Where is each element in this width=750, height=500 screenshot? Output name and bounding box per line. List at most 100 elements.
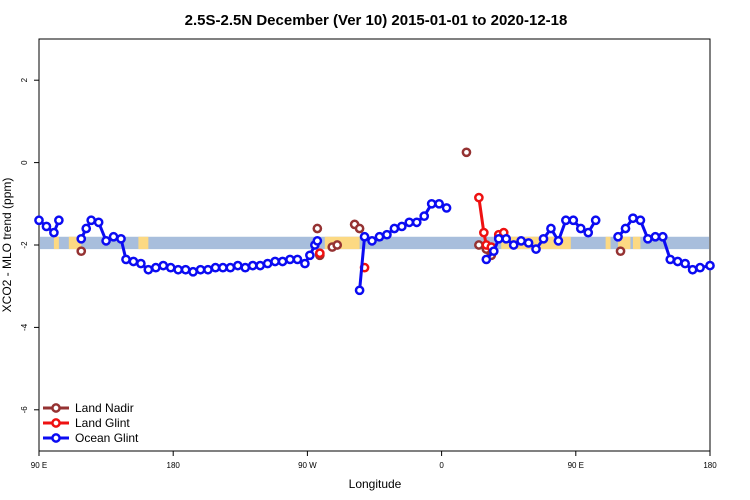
- land-nadir-point-0: [76, 246, 87, 257]
- ocean-glint-point-30: [262, 258, 273, 269]
- ocean-glint-point-63: [561, 215, 571, 226]
- ocean-glint-point-11: [121, 254, 131, 265]
- ocean-glint-point-67: [590, 215, 601, 226]
- ocean-glint-point-52: [481, 254, 492, 265]
- ocean-glint-point-74: [657, 231, 668, 242]
- y-tick-label-4: -6: [20, 406, 29, 414]
- ocean-glint-point-2: [49, 227, 59, 238]
- ocean-glint-point-57: [516, 236, 526, 246]
- ocean-glint-point-78: [687, 264, 698, 275]
- ocean-glint-point-59: [531, 244, 541, 254]
- x-axis-label: Longitude: [349, 477, 402, 491]
- ocean-glint-point-27: [240, 262, 251, 273]
- ocean-glint-point-21: [195, 264, 206, 275]
- ocean-glint-point-62: [553, 236, 564, 246]
- ocean-glint-point-79: [695, 262, 705, 273]
- ocean-glint-point-51: [441, 203, 452, 213]
- legend-label-2: Ocean Glint: [75, 431, 139, 445]
- land-nadir-point-1: [312, 223, 323, 234]
- ocean-glint-point-72: [643, 233, 653, 244]
- ocean-glint-point-29: [255, 260, 266, 271]
- ocean-glint-point-60: [538, 233, 549, 244]
- ocean-glint-point-6: [86, 215, 97, 226]
- x-tick-label-0: 90 E: [31, 461, 47, 470]
- ocean-glint-point-15: [150, 262, 161, 273]
- ocean-glint-point-71: [635, 215, 646, 226]
- ocean-glint-point-55: [501, 233, 512, 244]
- x-tick-label-2: 90 W: [298, 461, 317, 470]
- series-layer: [34, 147, 715, 296]
- ocean-glint-point-77: [680, 258, 690, 269]
- ocean-glint-point-64: [568, 215, 579, 226]
- x-tick-label-4: 90 E: [568, 461, 584, 470]
- land-band-segment-2: [138, 236, 149, 250]
- ocean-glint-point-40: [359, 231, 370, 242]
- ocean-glint-point-16: [158, 260, 169, 271]
- land-nadir-point-6: [354, 223, 365, 234]
- ocean-glint-point-34: [292, 254, 303, 265]
- land-glint-point-2: [474, 192, 484, 203]
- legend-marker-1: [51, 418, 61, 428]
- ocean-glint-point-70: [628, 213, 638, 224]
- land-nadir-point-12: [615, 246, 626, 257]
- ocean-glint-point-44: [389, 223, 400, 234]
- ocean-glint-point-5: [81, 223, 92, 234]
- ocean-glint-point-65: [575, 223, 586, 234]
- ocean-glint-point-54: [493, 233, 504, 244]
- ocean-glint-point-50: [434, 198, 444, 209]
- ocean-glint-point-80: [705, 260, 715, 271]
- ocean-glint-point-66: [583, 227, 594, 238]
- land-band-segment-7: [632, 236, 641, 250]
- chart-title: 2.5S-2.5N December (Ver 10) 2015-01-01 t…: [185, 12, 568, 29]
- ocean-glint-point-32: [277, 256, 288, 267]
- ocean-glint-point-56: [508, 240, 519, 250]
- ocean-glint-point-76: [672, 256, 683, 267]
- ocean-glint-point-7: [93, 217, 104, 228]
- ocean-glint-point-8: [101, 236, 111, 246]
- land-band-segment-5: [605, 236, 611, 250]
- ocean-glint-point-36: [305, 250, 315, 261]
- ocean-glint-point-39: [354, 285, 365, 296]
- y-tick-label-3: -4: [20, 323, 29, 331]
- ocean-glint-point-19: [180, 264, 191, 275]
- ocean-glint-point-47: [411, 217, 422, 228]
- x-tick-label-1: 180: [167, 461, 181, 470]
- ocean-glint-point-9: [108, 231, 119, 242]
- ocean-glint-point-75: [665, 254, 676, 265]
- y-tick-label-1: 0: [20, 160, 29, 165]
- ocean-glint-point-23: [210, 262, 221, 273]
- ocean-glint-point-69: [620, 223, 631, 234]
- ocean-glint-point-26: [232, 260, 243, 271]
- legend-marker-0: [51, 403, 61, 413]
- ocean-glint-point-46: [404, 217, 415, 228]
- ocean-glint-point-25: [225, 262, 236, 273]
- legend-marker-2: [51, 433, 61, 443]
- x-axis: 90 E 180 90 W 0 90 E 180: [31, 451, 717, 470]
- ocean-glint-point-33: [285, 254, 295, 265]
- land-glint-point-3: [478, 227, 489, 238]
- y-axis-label: XCO2 - MLO trend (ppm): [0, 178, 14, 313]
- ocean-glint-point-14: [143, 264, 154, 275]
- ocean-glint-point-68: [613, 231, 623, 242]
- ocean-glint-point-10: [116, 233, 126, 244]
- ocean-glint-point-38: [312, 236, 323, 246]
- land-band-segment-0: [53, 236, 59, 250]
- ocean-glint-point-1: [41, 221, 52, 232]
- land-nadir-point-7: [461, 147, 472, 158]
- y-tick-label-2: -2: [20, 241, 29, 249]
- ocean-glint-point-53: [488, 246, 499, 257]
- ocean-glint-point-58: [523, 238, 534, 248]
- ocean-glint-point-22: [203, 264, 213, 275]
- land-nadir-point-8: [474, 240, 484, 250]
- land-glint-point-0: [314, 248, 325, 259]
- ocean-glint-point-12: [128, 256, 139, 267]
- ocean-glint-point-18: [173, 264, 184, 275]
- ocean-glint-point-43: [382, 229, 392, 240]
- legend-label-0: Land Nadir: [75, 401, 134, 415]
- ocean-glint-point-41: [367, 236, 377, 246]
- y-tick-label-0: 2: [20, 77, 29, 82]
- ocean-glint-point-24: [218, 262, 228, 273]
- ocean-glint-point-4: [76, 233, 87, 244]
